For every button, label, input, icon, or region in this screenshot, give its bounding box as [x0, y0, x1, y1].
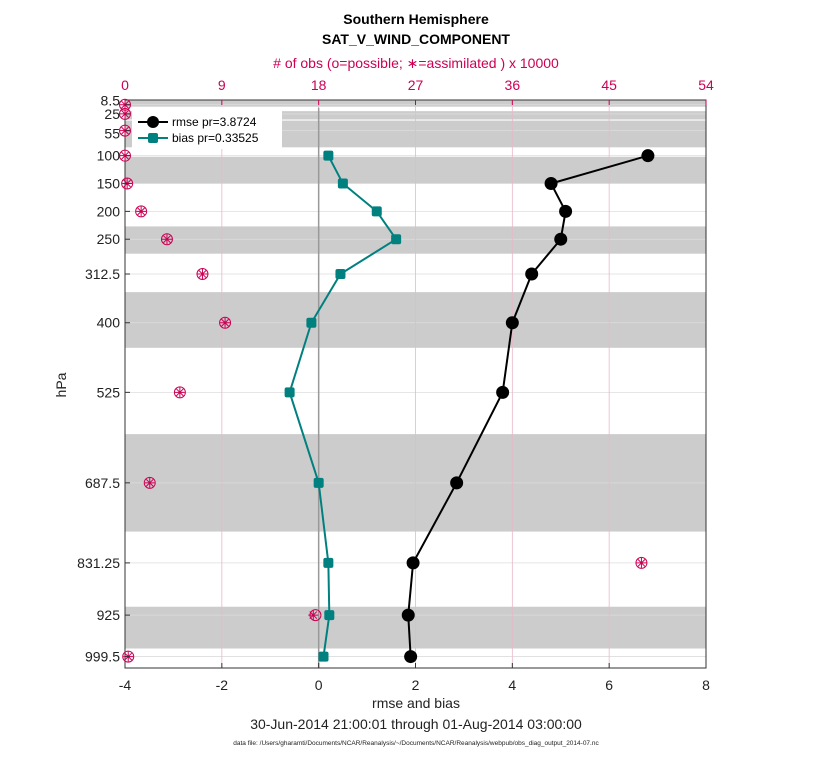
bias-point-7 [313, 477, 324, 488]
bias-point-10 [318, 651, 329, 662]
y-tick-label-8: 400 [97, 315, 121, 331]
bias-point-6 [284, 387, 295, 398]
y-tick-label-3: 100 [97, 148, 121, 164]
obs-possible-point-9 [173, 386, 186, 399]
series-lines [284, 149, 655, 664]
y-tick-label-9: 525 [97, 384, 121, 400]
top-tick-label-3: 27 [408, 77, 424, 93]
obs-assimilated-point-5 [136, 206, 147, 217]
legend: rmse pr=3.8724 bias pr=0.33525 [132, 107, 282, 149]
bias-point-3 [391, 234, 402, 245]
obs-possible-point-3 [119, 149, 131, 162]
obs-assimilated-point-9 [174, 387, 185, 398]
rmse-point-1 [544, 177, 558, 191]
y-tick-label-2: 55 [104, 126, 120, 142]
y-tick-label-5: 200 [97, 203, 121, 219]
top-tick-label-6: 54 [698, 77, 714, 93]
y-tick-label-7: 312.5 [85, 266, 120, 282]
bias-point-5 [306, 317, 317, 328]
legend-label-bias: bias pr=0.33525 [172, 131, 259, 145]
obs-assimilated-point-11 [636, 557, 647, 568]
rmse-point-3 [554, 232, 568, 246]
bias-point-4 [335, 269, 346, 280]
x-tick-label-6: 8 [702, 677, 710, 693]
bias-point-9 [324, 610, 335, 621]
obs-possible-point-10 [143, 476, 156, 489]
obs-assimilated-point-8 [220, 317, 231, 328]
y-tick-label-11: 831.25 [77, 555, 120, 571]
x-tick-label-0: -4 [119, 677, 132, 693]
bias-point-0 [323, 150, 334, 161]
obs-assimilated-point-12 [308, 610, 319, 621]
obs-possible-point-7 [196, 268, 209, 281]
y-tick-label-1: 25 [104, 106, 120, 122]
x-tick-label-1: -2 [216, 677, 229, 693]
x-tick-label-3: 2 [412, 677, 420, 693]
bias-point-1 [337, 178, 348, 189]
obs-possible-point-5 [135, 205, 148, 218]
obs-assimilated-point-7 [197, 269, 208, 280]
obs-possible-point-13 [122, 650, 135, 663]
obs-possible-point-2 [119, 124, 131, 137]
top-tick-label-1: 9 [218, 77, 226, 93]
data-file-path: data file: /Users/gharamti/Documents/NCA… [233, 740, 599, 747]
y-tick-label-12: 925 [97, 607, 121, 623]
date-range: 30-Jun-2014 21:00:01 through 01-Aug-2014… [250, 716, 582, 732]
rmse-point-4 [525, 267, 539, 281]
top-axis-label: # of obs (o=possible; ∗=assimilated ) x … [273, 55, 559, 71]
obs-possible-point-6 [160, 233, 173, 246]
top-tick-label-2: 18 [311, 77, 327, 93]
rmse-point-5 [505, 316, 519, 330]
top-tick-label-0: 0 [121, 77, 129, 93]
rmse-point-2 [559, 204, 573, 218]
obs-possible-point-8 [219, 316, 232, 329]
rmse-point-7 [450, 476, 464, 490]
rmse-point-0 [641, 149, 655, 163]
legend-marker-rmse [147, 116, 159, 128]
x-axis-label: rmse and bias [372, 695, 460, 711]
top-tick-label-4: 36 [505, 77, 521, 93]
rmse-point-6 [496, 385, 510, 399]
x-tick-label-2: 0 [315, 677, 323, 693]
x-tick-label-4: 4 [508, 677, 516, 693]
y-tick-label-10: 687.5 [85, 475, 120, 491]
legend-marker-bias [148, 133, 158, 143]
y-tick-label-13: 999.5 [85, 649, 120, 665]
rmse-point-8 [406, 556, 420, 570]
top-tick-label-5: 45 [601, 77, 617, 93]
bias-point-2 [371, 206, 382, 217]
legend-label-rmse: rmse pr=3.8724 [172, 115, 257, 129]
rmse-point-9 [401, 608, 415, 622]
bias-point-8 [323, 557, 334, 568]
obs-possible-point-4 [121, 177, 134, 190]
rmse-point-10 [404, 650, 418, 664]
y-tick-label-0: 8.5 [101, 93, 121, 109]
axis-ticks: -4 -2 0 2 4 6 8 0 9 18 27 36 45 54 8.525 55 100 150 200 250… [77, 77, 714, 693]
chart-title: Southern Hemisphere [343, 11, 489, 27]
chart-subtitle: SAT_V_WIND_COMPONENT [322, 31, 510, 47]
y-axis-label: hPa [53, 372, 69, 397]
obs-possible-point-11 [635, 556, 648, 569]
x-tick-label-5: 6 [605, 677, 613, 693]
obs-assimilated-point-6 [161, 234, 172, 245]
y-tick-label-4: 150 [97, 176, 121, 192]
obs-assimilated-point-10 [144, 477, 155, 488]
y-tick-label-6: 250 [97, 231, 121, 247]
